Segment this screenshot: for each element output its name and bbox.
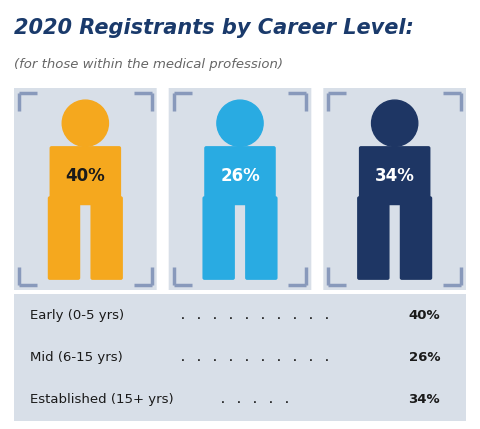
FancyBboxPatch shape xyxy=(14,294,466,421)
FancyBboxPatch shape xyxy=(357,196,390,280)
FancyBboxPatch shape xyxy=(49,146,121,205)
FancyBboxPatch shape xyxy=(14,88,156,290)
Text: . . . . .: . . . . . xyxy=(219,393,291,406)
FancyBboxPatch shape xyxy=(359,146,431,205)
FancyBboxPatch shape xyxy=(203,196,235,280)
Text: 34%: 34% xyxy=(375,167,415,184)
Text: 26%: 26% xyxy=(220,167,260,184)
Circle shape xyxy=(217,100,263,146)
FancyBboxPatch shape xyxy=(324,88,466,290)
Text: Early (0-5 yrs): Early (0-5 yrs) xyxy=(30,309,124,322)
Circle shape xyxy=(62,100,108,146)
Text: . . . . . . . . . .: . . . . . . . . . . xyxy=(179,351,331,364)
Circle shape xyxy=(372,100,418,146)
Text: 26%: 26% xyxy=(408,351,440,364)
FancyBboxPatch shape xyxy=(204,146,276,205)
Text: 2020 Registrants by Career Level:: 2020 Registrants by Career Level: xyxy=(14,18,414,38)
FancyBboxPatch shape xyxy=(245,196,277,280)
Text: 40%: 40% xyxy=(65,167,105,184)
FancyBboxPatch shape xyxy=(48,196,80,280)
FancyBboxPatch shape xyxy=(168,88,312,290)
Text: 40%: 40% xyxy=(408,309,440,322)
FancyBboxPatch shape xyxy=(400,196,432,280)
Text: . . . . . . . . . .: . . . . . . . . . . xyxy=(179,309,331,322)
Text: Established (15+ yrs): Established (15+ yrs) xyxy=(30,393,174,406)
Text: 34%: 34% xyxy=(408,393,440,406)
Text: (for those within the medical profession): (for those within the medical profession… xyxy=(14,58,283,71)
FancyBboxPatch shape xyxy=(90,196,123,280)
Text: Mid (6-15 yrs): Mid (6-15 yrs) xyxy=(30,351,123,364)
